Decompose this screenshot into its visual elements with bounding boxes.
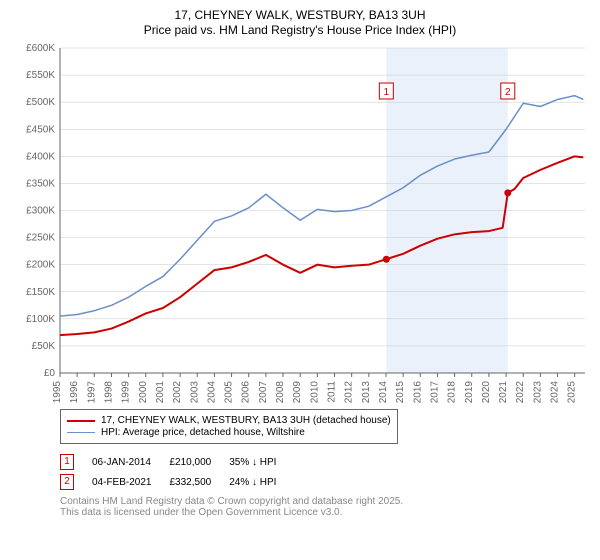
- legend-row: HPI: Average price, detached house, Wilt…: [67, 427, 391, 438]
- svg-text:£250K: £250K: [26, 233, 55, 244]
- title-line1: 17, CHEYNEY WALK, WESTBURY, BA13 3UH: [10, 8, 590, 22]
- svg-text:2008: 2008: [275, 381, 286, 403]
- svg-text:2021: 2021: [498, 381, 509, 403]
- svg-text:2003: 2003: [189, 381, 200, 403]
- svg-text:1995: 1995: [52, 381, 63, 403]
- svg-text:2016: 2016: [412, 381, 423, 403]
- svg-text:2019: 2019: [464, 381, 475, 403]
- svg-text:2005: 2005: [224, 381, 235, 403]
- chart-container: 17, CHEYNEY WALK, WESTBURY, BA13 3UH Pri…: [0, 0, 600, 524]
- sale-row: 1 06-JAN-2014£210,00035% ↓ HPI: [60, 452, 294, 472]
- svg-text:2006: 2006: [241, 381, 252, 403]
- svg-text:2012: 2012: [344, 381, 355, 403]
- footer-line1: Contains HM Land Registry data © Crown c…: [60, 496, 590, 507]
- chart-svg: £0 £50K £100K £150K £200K £250K £300K £350K £400…: [10, 43, 590, 403]
- svg-text:£200K: £200K: [26, 260, 55, 271]
- svg-text:2000: 2000: [138, 381, 149, 403]
- svg-text:£350K: £350K: [26, 178, 55, 189]
- svg-text:£150K: £150K: [26, 287, 55, 298]
- sales-table: 1 06-JAN-2014£210,00035% ↓ HPI 2 04-FEB-202…: [60, 452, 294, 492]
- chart-area: £0 £50K £100K £150K £200K £250K £300K £350K £400…: [10, 43, 590, 403]
- footer: Contains HM Land Registry data © Crown c…: [60, 496, 590, 518]
- svg-text:£100K: £100K: [26, 314, 55, 325]
- legend-swatch: [67, 432, 95, 433]
- sale-date: 06-JAN-2014: [92, 452, 169, 472]
- sale-marker-2: 2: [60, 474, 74, 490]
- svg-text:£600K: £600K: [26, 43, 55, 54]
- sale-price: £210,000: [169, 452, 229, 472]
- svg-text:2009: 2009: [292, 381, 303, 403]
- svg-text:1: 1: [384, 87, 390, 98]
- title-line2: Price paid vs. HM Land Registry's House …: [10, 23, 590, 37]
- svg-text:2011: 2011: [327, 381, 338, 403]
- legend-label: HPI: Average price, detached house, Wilt…: [101, 427, 305, 438]
- svg-text:2022: 2022: [515, 381, 526, 403]
- legend-label: 17, CHEYNEY WALK, WESTBURY, BA13 3UH (de…: [101, 415, 391, 426]
- svg-text:£550K: £550K: [26, 70, 55, 81]
- svg-text:2017: 2017: [429, 381, 440, 403]
- svg-text:2001: 2001: [155, 381, 166, 403]
- svg-text:2018: 2018: [447, 381, 458, 403]
- svg-text:1998: 1998: [103, 381, 114, 403]
- legend-row: 17, CHEYNEY WALK, WESTBURY, BA13 3UH (de…: [67, 415, 391, 426]
- svg-text:2007: 2007: [258, 381, 269, 403]
- svg-text:2025: 2025: [567, 381, 578, 403]
- svg-text:£50K: £50K: [32, 341, 56, 352]
- legend-swatch: [67, 420, 95, 422]
- svg-text:£0: £0: [44, 368, 56, 379]
- sale-delta: 35% ↓ HPI: [229, 452, 294, 472]
- svg-text:2014: 2014: [378, 381, 389, 403]
- svg-text:2004: 2004: [206, 381, 217, 403]
- svg-text:2015: 2015: [395, 381, 406, 403]
- svg-text:£450K: £450K: [26, 124, 55, 135]
- sale-marker-1: 1: [60, 454, 74, 470]
- svg-text:2023: 2023: [532, 381, 543, 403]
- svg-text:1999: 1999: [121, 381, 132, 403]
- svg-text:2002: 2002: [172, 381, 183, 403]
- svg-text:2: 2: [505, 87, 511, 98]
- svg-text:2020: 2020: [481, 381, 492, 403]
- svg-text:1997: 1997: [86, 381, 97, 403]
- svg-text:2010: 2010: [309, 381, 320, 403]
- svg-text:2024: 2024: [550, 381, 561, 403]
- svg-text:£500K: £500K: [26, 97, 55, 108]
- footer-line2: This data is licensed under the Open Gov…: [60, 507, 590, 518]
- svg-text:£300K: £300K: [26, 206, 55, 217]
- svg-text:1996: 1996: [69, 381, 80, 403]
- sale-row: 2 04-FEB-2021£332,50024% ↓ HPI: [60, 472, 294, 492]
- svg-text:2013: 2013: [361, 381, 372, 403]
- sale-delta: 24% ↓ HPI: [229, 472, 294, 492]
- sale-date: 04-FEB-2021: [92, 472, 169, 492]
- svg-text:£400K: £400K: [26, 151, 55, 162]
- legend: 17, CHEYNEY WALK, WESTBURY, BA13 3UH (de…: [60, 409, 398, 444]
- sale-price: £332,500: [169, 472, 229, 492]
